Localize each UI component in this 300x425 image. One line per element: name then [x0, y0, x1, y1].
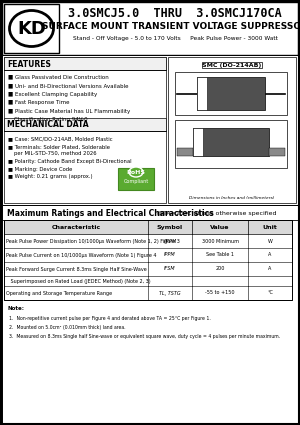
Text: MECHANICAL DATA: MECHANICAL DATA [7, 120, 88, 129]
Bar [168, 57, 296, 203]
Bar [118, 168, 154, 190]
Text: Unit: Unit [262, 224, 278, 230]
Text: SURFACE MOUNT TRANSIENT VOLTAGE SUPPRESSOR: SURFACE MOUNT TRANSIENT VOLTAGE SUPPRESS… [42, 22, 300, 31]
Text: SMC (DO-214AB): SMC (DO-214AB) [202, 62, 262, 68]
Text: 200: 200 [215, 266, 225, 272]
Bar [2, 205, 298, 425]
Text: ■ Weight: 0.21 grams (approx.): ■ Weight: 0.21 grams (approx.) [8, 174, 93, 179]
Bar [4, 234, 292, 248]
Text: Compliant: Compliant [123, 178, 148, 184]
Text: ■ Polarity: Cathode Band Except Bi-Directional: ■ Polarity: Cathode Band Except Bi-Direc… [8, 159, 132, 164]
Bar [4, 220, 292, 234]
Bar [4, 220, 292, 300]
Text: Peak Pulse Power Dissipation 10/1000μs Waveform (Note 1, 2) Figure 3: Peak Pulse Power Dissipation 10/1000μs W… [6, 238, 180, 244]
Text: RoHS: RoHS [127, 170, 146, 175]
Bar [4, 57, 166, 70]
Bar [177, 148, 193, 156]
Text: TL, TSTG: TL, TSTG [159, 291, 181, 295]
Text: See Table 1: See Table 1 [206, 252, 234, 258]
Text: 2.  Mounted on 5.0cm² (0.010mm thick) land area.: 2. Mounted on 5.0cm² (0.010mm thick) lan… [9, 325, 126, 330]
Text: Characteristic: Characteristic [51, 224, 100, 230]
Text: Peak Forward Surge Current 8.3ms Single Half Sine-Wave: Peak Forward Surge Current 8.3ms Single … [6, 266, 147, 272]
Text: W: W [268, 238, 272, 244]
Bar [197, 77, 207, 110]
Text: per MIL-STD-750, method 2026: per MIL-STD-750, method 2026 [14, 151, 97, 156]
Text: A: A [268, 252, 272, 258]
Bar [4, 262, 292, 276]
Text: -55 to +150: -55 to +150 [205, 291, 235, 295]
Bar [4, 248, 292, 262]
Text: °C: °C [267, 291, 273, 295]
Text: Value: Value [210, 224, 230, 230]
Text: Superimposed on Rated Load (JEDEC Method) (Note 2, 3): Superimposed on Rated Load (JEDEC Method… [6, 278, 151, 283]
Text: Stand - Off Voltage - 5.0 to 170 Volts     Peak Pulse Power - 3000 Watt: Stand - Off Voltage - 5.0 to 170 Volts P… [73, 36, 278, 40]
Text: ■ Marking: Device Code: ■ Marking: Device Code [8, 167, 72, 172]
Text: ■ Glass Passivated Die Construction: ■ Glass Passivated Die Construction [8, 74, 109, 79]
Bar [197, 77, 265, 110]
Text: Maximum Ratings and Electrical Characteristics: Maximum Ratings and Electrical Character… [7, 209, 214, 218]
Bar [4, 276, 292, 286]
Text: IFSM: IFSM [164, 266, 176, 272]
Text: FEATURES: FEATURES [7, 60, 51, 68]
Bar [269, 148, 285, 156]
Text: Symbol: Symbol [157, 224, 183, 230]
Text: Note:: Note: [7, 306, 24, 312]
Ellipse shape [10, 11, 53, 46]
Bar [2, 2, 298, 55]
Text: ■ Plastic Case Material has UL Flammability: ■ Plastic Case Material has UL Flammabil… [8, 108, 130, 113]
Text: Classification Rating 94V-0: Classification Rating 94V-0 [14, 117, 88, 122]
Text: Operating and Storage Temperature Range: Operating and Storage Temperature Range [6, 291, 112, 295]
Text: 1.  Non-repetitive current pulse per Figure 4 and derated above TA = 25°C per Fi: 1. Non-repetitive current pulse per Figu… [9, 316, 211, 321]
Text: ■ Case: SMC/DO-214AB, Molded Plastic: ■ Case: SMC/DO-214AB, Molded Plastic [8, 136, 112, 142]
Bar [4, 118, 166, 131]
Text: ■ Fast Response Time: ■ Fast Response Time [8, 100, 70, 105]
Text: ■ Terminals: Solder Plated, Solderable: ■ Terminals: Solder Plated, Solderable [8, 144, 110, 149]
Text: A: A [268, 266, 272, 272]
Bar [4, 4, 59, 53]
Text: Dimensions in Inches and (millimeters): Dimensions in Inches and (millimeters) [189, 196, 275, 200]
Bar [4, 286, 292, 300]
Bar [193, 128, 269, 156]
Bar [2, 55, 298, 205]
Text: ■ Uni- and Bi-Directional Versions Available: ■ Uni- and Bi-Directional Versions Avail… [8, 83, 128, 88]
Bar [193, 128, 203, 156]
Text: 3000 Minimum: 3000 Minimum [202, 238, 239, 244]
Bar [175, 72, 287, 115]
Text: PPPM: PPPM [164, 238, 177, 244]
Text: ■ Excellent Clamping Capability: ■ Excellent Clamping Capability [8, 91, 97, 96]
Text: 3.0SMCJ5.0  THRU  3.0SMCJ170CA: 3.0SMCJ5.0 THRU 3.0SMCJ170CA [68, 6, 282, 20]
Text: IPPM: IPPM [164, 252, 176, 258]
Text: Peak Pulse Current on 10/1000μs Waveform (Note 1) Figure 4: Peak Pulse Current on 10/1000μs Waveform… [6, 252, 157, 258]
Ellipse shape [129, 167, 143, 177]
Bar [4, 57, 166, 203]
Text: @TA=25°C unless otherwise specified: @TA=25°C unless otherwise specified [155, 210, 277, 215]
Text: KD: KD [17, 20, 46, 37]
Text: 3.  Measured on 8.3ms Single half Sine-wave or equivalent square wave, duty cycl: 3. Measured on 8.3ms Single half Sine-wa… [9, 334, 280, 339]
Bar [175, 120, 287, 168]
